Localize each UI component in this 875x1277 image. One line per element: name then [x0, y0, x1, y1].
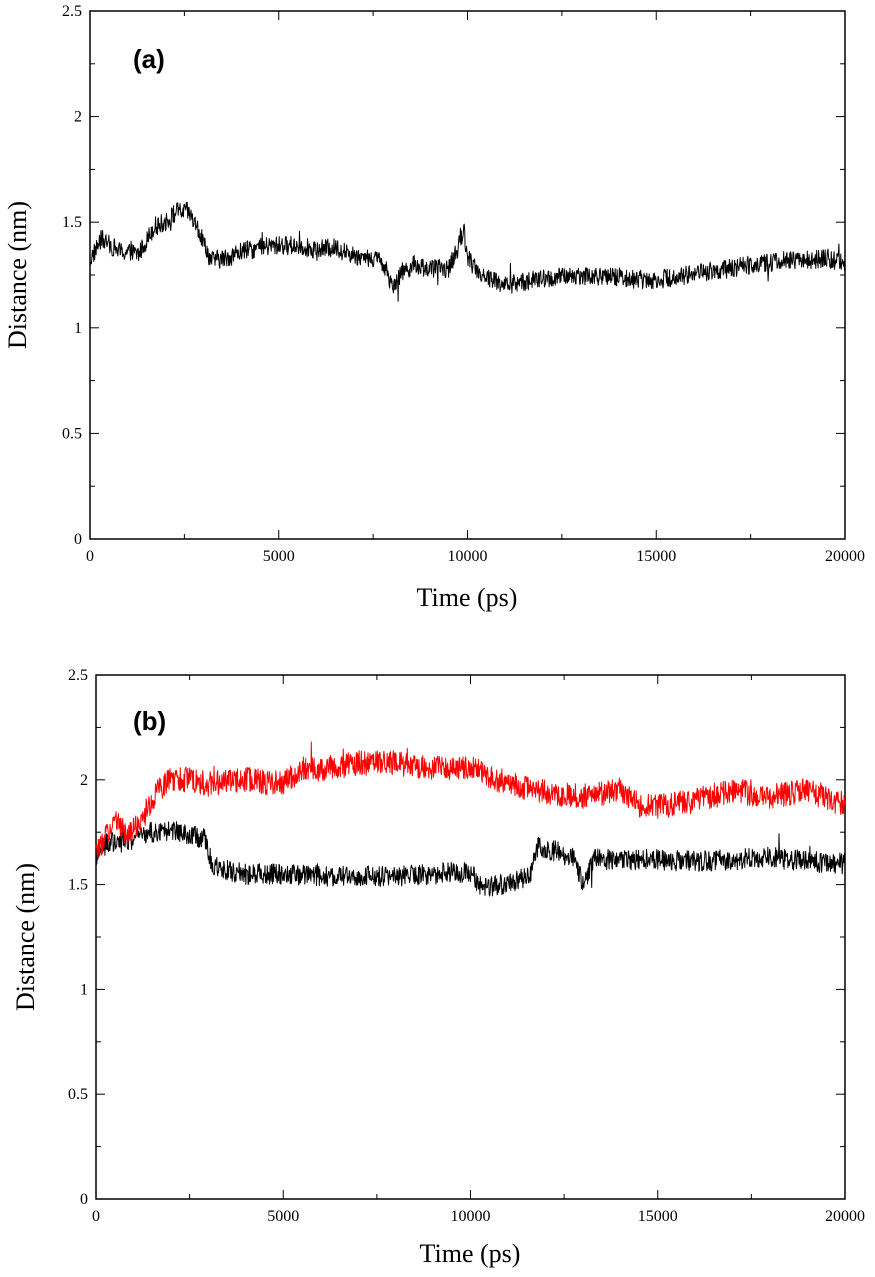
y-tick-label: 0	[74, 531, 82, 548]
x-tick-label: 5000	[267, 1208, 299, 1225]
axis-ticks: 0 5000 10000 15000 20000 0 0.5 1 1.5 2 2.5	[62, 3, 865, 565]
y-tick-label: 0	[80, 1191, 88, 1208]
x-axis-title: Time (ps)	[417, 583, 518, 612]
y-tick-label: 1	[80, 981, 88, 998]
panel-b: 0 5000 10000 15000 20000 0 0.5 1 1.5 2 2.5 (b) Tim…	[11, 667, 865, 1268]
x-tick-label: 0	[86, 548, 94, 565]
panel-a: 0 5000 10000 15000 20000 0 0.5 1 1.5 2 2.5 (a) Tim…	[3, 3, 865, 612]
x-tick-label: 15000	[636, 548, 676, 565]
y-tick-label: 0.5	[62, 425, 82, 442]
series-1-line	[95, 741, 846, 859]
y-tick-label: 0.5	[68, 1086, 88, 1103]
x-tick-label: 10000	[448, 548, 488, 565]
x-tick-label: 5000	[263, 548, 295, 565]
x-tick-label: 15000	[638, 1208, 678, 1225]
x-tick-label: 10000	[451, 1208, 491, 1225]
y-tick-label: 1.5	[62, 214, 82, 231]
y-tick-label: 1.5	[68, 877, 88, 894]
x-axis-title: Time (ps)	[420, 1239, 521, 1268]
series-layer	[89, 201, 846, 302]
y-axis-title: Distance (nm)	[11, 863, 40, 1011]
y-tick-label: 2	[80, 772, 88, 789]
plot-frame	[95, 674, 846, 1200]
series-0-line	[89, 201, 846, 302]
y-tick-label: 2.5	[62, 3, 82, 20]
y-tick-label: 2.5	[68, 667, 88, 684]
panel-label: (a)	[133, 44, 165, 74]
series-0-line	[95, 821, 846, 897]
x-tick-label: 0	[92, 1208, 100, 1225]
y-tick-label: 2	[74, 109, 82, 126]
y-axis-title: Distance (nm)	[3, 201, 32, 349]
x-tick-label: 20000	[825, 1208, 865, 1225]
x-tick-label: 20000	[825, 548, 865, 565]
y-tick-label: 1	[74, 320, 82, 337]
axis-ticks: 0 5000 10000 15000 20000 0 0.5 1 1.5 2 2.5	[68, 667, 865, 1225]
series-layer	[95, 741, 846, 897]
panel-label: (b)	[133, 706, 166, 736]
